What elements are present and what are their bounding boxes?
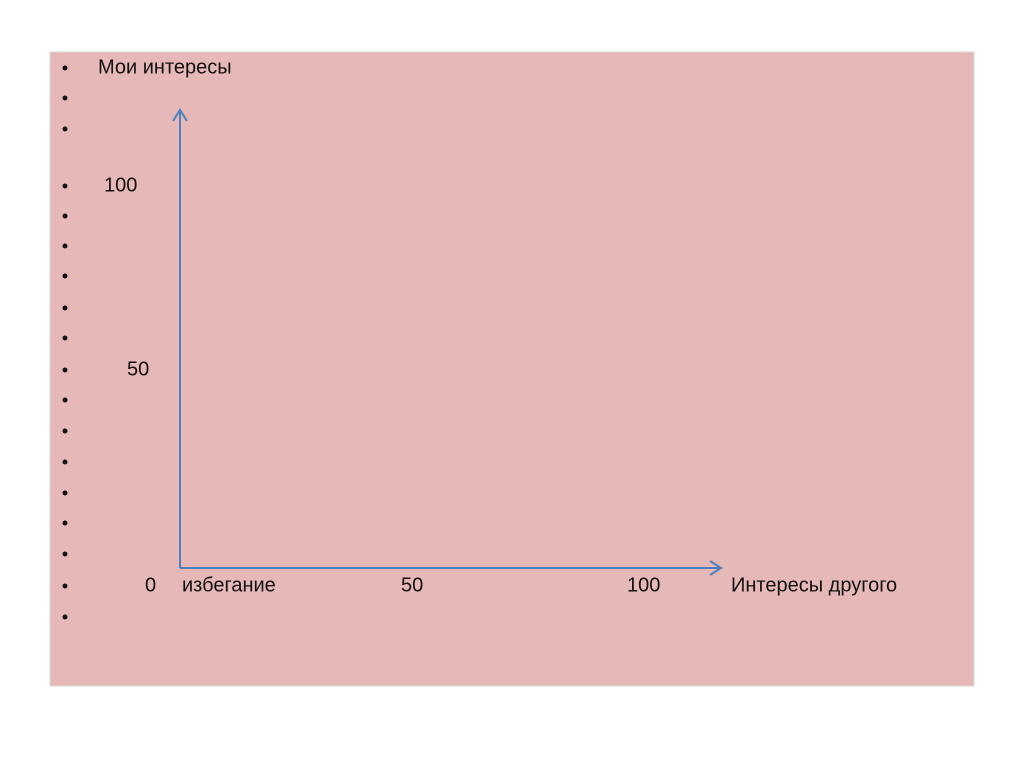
x-tick-label: избегание	[182, 574, 276, 596]
y-axis-label: Мои интересы	[98, 56, 232, 78]
origin-label: 0	[145, 574, 156, 596]
content-box	[49, 51, 975, 687]
y-tick-label: 100	[104, 174, 137, 196]
x-tick-label: 100	[627, 574, 660, 596]
y-tick-label: 50	[127, 358, 149, 380]
x-tick-label: 50	[401, 574, 423, 596]
bullets	[62, 65, 68, 620]
y-arrowhead	[172, 108, 188, 122]
x-arrowhead	[709, 560, 723, 576]
axes	[172, 108, 723, 576]
x-axis-title: Интересы другого	[731, 574, 897, 596]
